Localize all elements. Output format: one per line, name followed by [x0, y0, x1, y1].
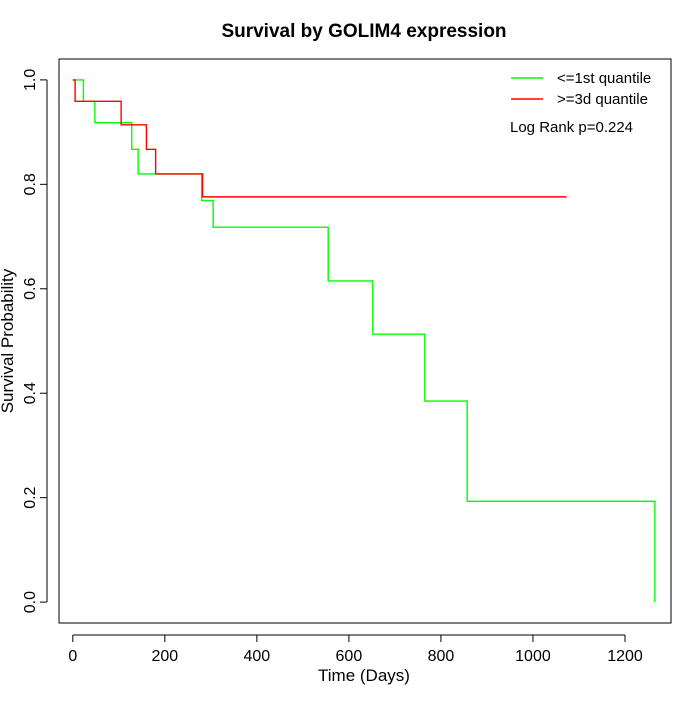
x-axis: 0 200 400 600 800 1000 1200 — [68, 634, 643, 665]
x-axis-label: Time (Days) — [318, 666, 410, 685]
x-tick-label: 800 — [428, 648, 455, 665]
chart-title: Survival by GOLIM4 expression — [221, 21, 506, 42]
series-line-1 — [72, 79, 656, 603]
legend: <=1st quantile >=3d quantile — [511, 70, 651, 108]
legend-label-2: >=3d quantile — [557, 91, 648, 108]
y-tick-label: 1.0 — [22, 69, 39, 91]
y-axis-label: Survival Probability — [0, 268, 17, 413]
x-tick-label: 1000 — [515, 648, 551, 665]
x-tick-label: 1200 — [607, 648, 643, 665]
y-tick-label: 0.0 — [22, 591, 39, 613]
x-tick-label: 600 — [336, 648, 363, 665]
x-tick-label: 400 — [244, 648, 271, 665]
y-axis: 0.0 0.2 0.4 0.6 0.8 1.0 — [22, 69, 48, 613]
series-line-2 — [72, 79, 567, 198]
y-tick-label: 0.4 — [22, 382, 39, 404]
y-tick-label: 0.6 — [22, 278, 39, 300]
series-layer — [72, 79, 656, 603]
log-rank-annotation: Log Rank p=0.224 — [510, 119, 633, 136]
y-tick-label: 0.8 — [22, 173, 39, 195]
legend-label-1: <=1st quantile — [557, 70, 651, 87]
x-tick-label: 0 — [68, 648, 77, 665]
y-tick-label: 0.2 — [22, 486, 39, 508]
plot-frame — [58, 58, 672, 624]
x-tick-label: 200 — [151, 648, 178, 665]
